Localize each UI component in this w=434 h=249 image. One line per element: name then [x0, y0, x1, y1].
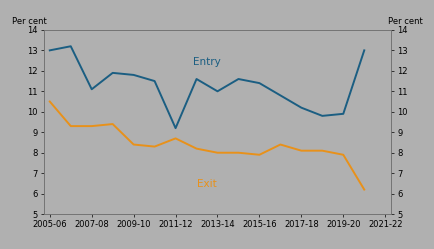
Text: Entry: Entry — [193, 57, 220, 67]
Text: Per cent: Per cent — [12, 17, 47, 26]
Text: Exit: Exit — [197, 179, 217, 189]
Text: Per cent: Per cent — [387, 17, 422, 26]
